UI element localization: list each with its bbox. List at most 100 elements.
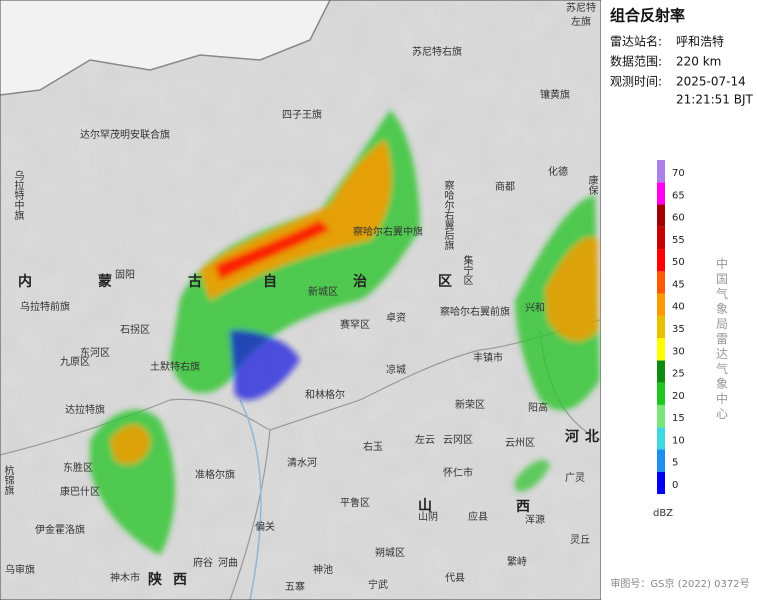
place-label: 察哈尔右翼前旗 bbox=[440, 305, 510, 318]
legend-tick-label: 20 bbox=[672, 391, 685, 402]
legend-swatch bbox=[657, 471, 665, 494]
place-label: 蒙 bbox=[98, 273, 112, 290]
place-label: 古 bbox=[188, 273, 202, 290]
place-label: 察哈尔右翼后旗 bbox=[442, 179, 454, 251]
place-label: 集宁区 bbox=[461, 254, 473, 285]
place-label: 河曲 bbox=[218, 557, 238, 569]
place-label: 苏尼特 bbox=[566, 1, 596, 14]
place-label: 乌审旗 bbox=[5, 563, 35, 576]
place-label: 西 bbox=[516, 499, 530, 515]
legend-tick-label: 30 bbox=[672, 346, 685, 357]
place-label: 代县 bbox=[445, 572, 465, 584]
place-label: 杭锦旗 bbox=[2, 464, 14, 496]
place-label: 达尔罕茂明安联合旗 bbox=[80, 128, 170, 141]
place-label: 镶黄旗 bbox=[540, 88, 570, 101]
place-label: 苏尼特右旗 bbox=[412, 45, 462, 58]
place-label: 石拐区 bbox=[120, 323, 150, 336]
place-label: 准格尔旗 bbox=[195, 468, 235, 481]
legend-swatch bbox=[657, 160, 665, 183]
place-label: 商都 bbox=[495, 180, 515, 193]
place-label: 山阴 bbox=[418, 511, 438, 523]
place-label: 赛罕区 bbox=[340, 318, 370, 331]
place-label: 阳高 bbox=[528, 401, 548, 414]
place-label: 乌拉特中旗 bbox=[12, 169, 24, 221]
place-label: 和林格尔 bbox=[305, 388, 345, 401]
legend-swatch bbox=[657, 226, 665, 250]
place-label: 伊金霍洛旗 bbox=[35, 523, 85, 536]
place-label: 康保 bbox=[586, 174, 598, 196]
place-label: 山 bbox=[418, 498, 432, 514]
info-value: 220 km bbox=[676, 55, 721, 69]
place-label: 治 bbox=[353, 273, 367, 290]
place-label: 云冈区 bbox=[443, 434, 473, 446]
place-label: 区 bbox=[438, 274, 452, 290]
place-label: 北 bbox=[585, 429, 599, 445]
time-extra: 21:21:51 BJT bbox=[676, 93, 753, 107]
info-value: 2025-07-14 bbox=[676, 75, 746, 89]
place-label: 丰镇市 bbox=[473, 351, 503, 364]
legend-swatch bbox=[657, 404, 665, 428]
place-label: 宁武 bbox=[368, 578, 388, 591]
legend-swatch bbox=[657, 338, 665, 361]
place-label: 凉城 bbox=[386, 363, 406, 376]
place-label: 东胜区 bbox=[63, 461, 93, 474]
place-label: 神池 bbox=[313, 563, 333, 576]
info-key: 数据范围: bbox=[610, 54, 662, 69]
place-label: 东河区 bbox=[80, 346, 110, 359]
place-label: 自 bbox=[263, 273, 277, 290]
place-label: 达拉特旗 bbox=[65, 403, 105, 416]
legend-tick-label: 0 bbox=[672, 480, 678, 491]
info-value: 呼和浩特 bbox=[676, 34, 724, 49]
legend-tick-label: 65 bbox=[672, 190, 685, 201]
place-label: 府谷 bbox=[193, 556, 213, 569]
place-label: 繁峙 bbox=[507, 555, 527, 568]
place-label: 左云 bbox=[415, 433, 435, 446]
legend-tick-label: 25 bbox=[672, 369, 685, 380]
place-label: 怀仁市 bbox=[443, 466, 473, 479]
place-label: 五寨 bbox=[285, 580, 305, 593]
panel-title: 组合反射率 bbox=[610, 7, 685, 25]
place-label: 清水河 bbox=[287, 456, 317, 469]
legend-swatch bbox=[657, 382, 665, 405]
legend-swatch bbox=[657, 204, 665, 227]
info-key: 观测时间: bbox=[610, 75, 662, 89]
info-panel bbox=[601, 0, 757, 600]
legend-tick-label: 45 bbox=[672, 279, 685, 290]
place-label: 乌拉特前旗 bbox=[20, 300, 70, 313]
place-label: 内 bbox=[18, 273, 32, 290]
place-label: 四子王旗 bbox=[282, 108, 322, 121]
approval-number: 审图号：GS京 (2022) 0372号 bbox=[610, 577, 749, 590]
place-label: 右玉 bbox=[363, 440, 383, 453]
legend-tick-label: 5 bbox=[672, 458, 678, 469]
radar-echo bbox=[90, 110, 600, 555]
legend-swatch bbox=[657, 271, 665, 294]
legend-swatch bbox=[657, 427, 665, 450]
place-label: 朔城区 bbox=[375, 546, 405, 559]
legend-tick-label: 15 bbox=[672, 413, 685, 424]
legend: 0 5 10 15 20 25 30 35 40 45 50 55 60 65 70 bbox=[657, 160, 685, 494]
place-label: 应县 bbox=[468, 510, 488, 523]
place-label: 陕 bbox=[148, 571, 162, 588]
info-key: 雷达站名: bbox=[610, 34, 662, 49]
place-label: 浑源 bbox=[525, 513, 545, 526]
legend-tick-label: 70 bbox=[672, 168, 685, 179]
place-label: 卓资 bbox=[386, 312, 406, 324]
legend-tick-label: 35 bbox=[672, 324, 685, 335]
place-label: 河 bbox=[565, 428, 579, 445]
place-label: 新城区 bbox=[308, 285, 338, 298]
legend-swatch bbox=[657, 360, 665, 383]
legend-swatch bbox=[657, 293, 665, 316]
place-label: 康巴什区 bbox=[60, 485, 100, 498]
place-label: 察哈尔右翼中旗 bbox=[353, 225, 423, 238]
legend-swatch bbox=[657, 249, 665, 272]
place-label: 化德 bbox=[548, 165, 568, 178]
place-label: 新荣区 bbox=[455, 398, 485, 411]
legend-tick-label: 55 bbox=[672, 235, 685, 246]
legend-tick-label: 10 bbox=[672, 435, 685, 446]
place-label: 神木市 bbox=[110, 571, 140, 584]
place-label: 固阳 bbox=[115, 269, 135, 281]
legend-tick-label: 50 bbox=[672, 257, 685, 268]
